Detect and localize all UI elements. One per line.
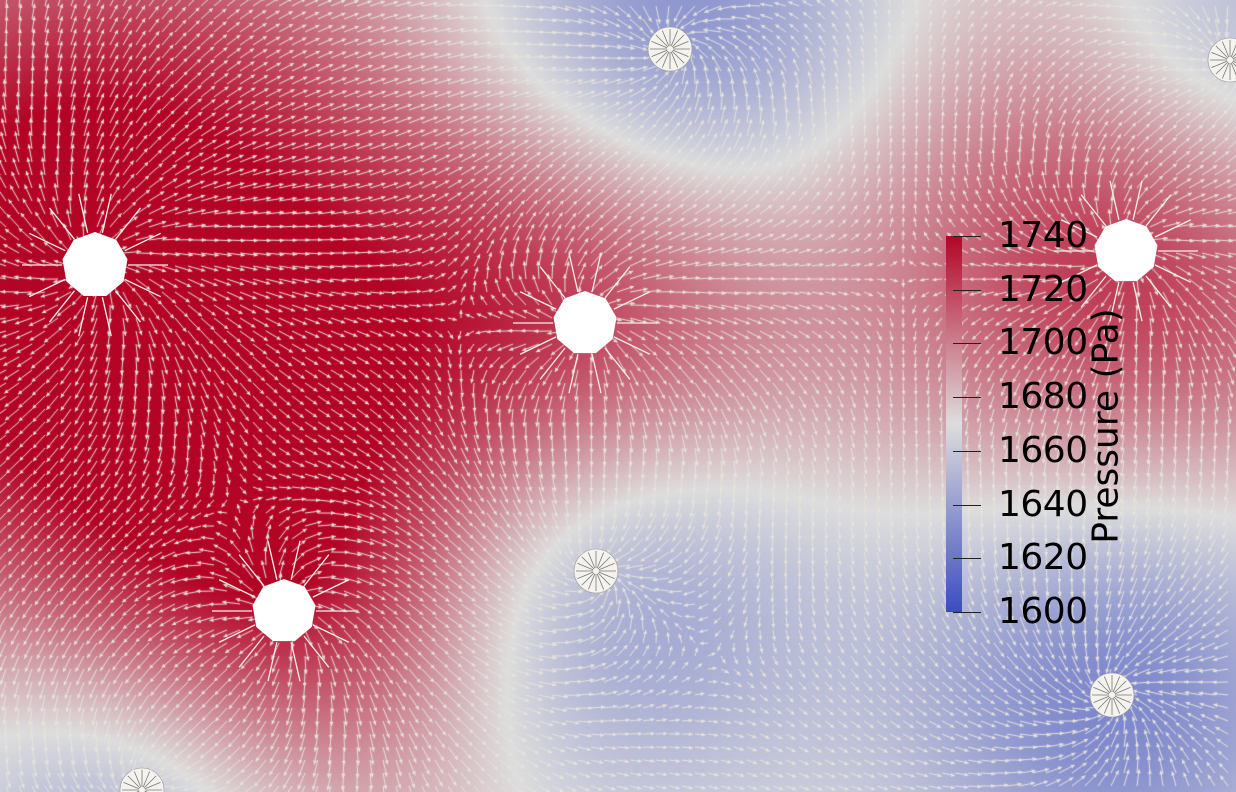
colorbar <box>946 236 962 612</box>
injection-well-hole <box>212 540 356 682</box>
legend-tick-label: 1740 <box>998 215 1088 256</box>
legend-tick-label: 1720 <box>998 268 1088 310</box>
legend-tick-label: 1680 <box>998 376 1088 418</box>
production-well <box>1089 672 1135 718</box>
legend-tick-label: 1660 <box>998 429 1088 471</box>
legend-title: Pressure (Pa) <box>1085 308 1127 544</box>
legend-tick <box>953 397 981 399</box>
legend-tick <box>953 450 981 452</box>
legend-tick <box>953 504 981 506</box>
legend-tick-label: 1640 <box>998 483 1088 525</box>
legend-tick <box>953 343 981 345</box>
injection-well-hole <box>1054 180 1198 322</box>
legend-tick <box>953 612 981 613</box>
production-well <box>647 26 693 72</box>
production-well <box>1207 37 1236 83</box>
legend-tick <box>953 236 981 237</box>
legend-tick <box>953 558 981 560</box>
injection-well-hole <box>513 252 657 394</box>
injection-well-hole <box>22 193 168 337</box>
production-well <box>573 548 619 594</box>
legend-tick-label: 1620 <box>998 537 1088 579</box>
legend-tick-label: 1600 <box>998 591 1088 632</box>
legend-tick-label: 1700 <box>998 322 1088 364</box>
color-legend: 1740 1720 1700 1680 1660 1640 1620 1600 Pressur… <box>946 218 1146 630</box>
legend-tick <box>953 289 981 291</box>
production-well <box>119 767 165 792</box>
